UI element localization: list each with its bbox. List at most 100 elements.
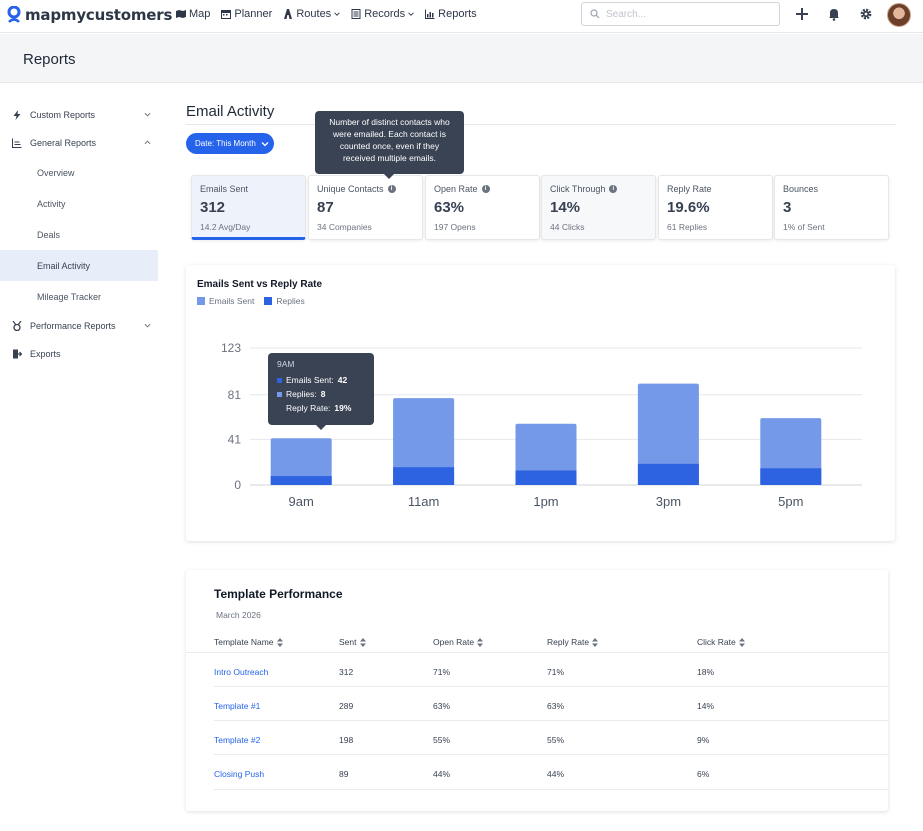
bar-replies[interactable] <box>393 467 455 485</box>
top-navigation-bar: mapmycustomers Map Planner Routes Record… <box>0 0 923 33</box>
sidebar-item-deals[interactable]: Deals <box>37 229 61 240</box>
date-filter-button[interactable]: Date: This Month <box>186 133 274 154</box>
stat-label: Emails Sent <box>200 184 249 194</box>
brand-logo[interactable]: mapmycustomers <box>7 6 172 24</box>
gear-icon[interactable] <box>859 7 873 21</box>
info-icon[interactable]: i <box>609 185 618 193</box>
chevron-down-icon <box>408 12 414 16</box>
legend-item-replies[interactable]: Replies <box>264 296 305 306</box>
bar-emails-sent[interactable] <box>637 383 699 485</box>
sidebar-item-general-reports[interactable]: General Reports <box>0 129 158 157</box>
legend-item-emails-sent[interactable]: Emails Sent <box>197 296 254 306</box>
stat-card-emails-sent[interactable]: Emails Sent 312 14.2 Avg/Day <box>191 175 306 240</box>
x-tick-label: 5pm <box>778 494 803 509</box>
logo-pin-icon <box>7 6 21 23</box>
sort-icon <box>477 637 484 647</box>
bar-emails-sent[interactable] <box>393 398 455 485</box>
nav-routes[interactable]: Routes <box>283 8 340 20</box>
template-name-link[interactable]: Intro Outreach <box>214 667 269 677</box>
cell-open-rate: 63% <box>433 701 451 711</box>
stat-card-click-through[interactable]: Click Through i 14% 44 Clicks <box>541 175 656 240</box>
chart-title: Emails Sent vs Reply Rate <box>197 279 323 290</box>
sidebar-item-exports[interactable]: Exports <box>0 340 158 368</box>
info-icon[interactable]: i <box>387 185 396 193</box>
info-icon[interactable]: i <box>481 185 490 193</box>
tooltip-value: 8 <box>320 389 326 399</box>
stat-card-unique-contacts[interactable]: Unique Contacts i 87 34 Companies <box>308 175 423 240</box>
sort-icon <box>592 637 599 647</box>
bell-icon[interactable] <box>827 7 841 21</box>
nav-planner-label: Planner <box>234 8 273 20</box>
sidebar-item-custom-reports[interactable]: Custom Reports <box>0 101 158 129</box>
bar-replies[interactable] <box>270 476 332 485</box>
report-title: Email Activity <box>186 103 275 120</box>
page-title: Reports <box>23 51 76 68</box>
stat-card-open-rate[interactable]: Open Rate i 63% 197 Opens <box>425 175 540 240</box>
cell-click-rate: 6% <box>697 769 710 779</box>
chart-legend: Emails Sent Replies <box>197 296 305 306</box>
template-name-link[interactable]: Template #2 <box>214 735 261 745</box>
nav-reports[interactable]: Reports <box>425 8 477 20</box>
sort-icon <box>738 637 745 647</box>
table-title: Template Performance <box>214 587 343 601</box>
x-tick-label: 1pm <box>533 494 558 509</box>
search-input[interactable] <box>606 8 766 20</box>
calendar-icon <box>221 10 232 19</box>
sidebar-item-email-activity[interactable]: Email Activity <box>0 250 158 281</box>
bar-emails-sent[interactable] <box>270 438 332 485</box>
column-header-click-rate[interactable]: Click Rate <box>697 637 745 647</box>
table-row[interactable]: Template #1 289 63% 63% 14% <box>214 686 888 720</box>
legend-swatch <box>264 297 273 305</box>
tooltip-line: Number of distinct contacts who <box>329 117 450 127</box>
template-name-link[interactable]: Closing Push <box>214 769 265 779</box>
table-row[interactable]: Template #2 198 55% 55% 9% <box>214 720 888 754</box>
cell-sent: 198 <box>339 735 354 745</box>
bar-replies[interactable] <box>637 463 699 485</box>
search-icon <box>590 9 600 19</box>
cell-open-rate: 71% <box>433 667 451 677</box>
bar-replies[interactable] <box>515 470 577 485</box>
column-label: Reply Rate <box>547 637 590 647</box>
nav-routes-label: Routes <box>296 8 332 20</box>
stat-sub: 44 Clicks <box>550 222 585 232</box>
y-tick-label: 81 <box>228 388 242 402</box>
column-header-open-rate[interactable]: Open Rate <box>433 637 484 647</box>
stat-value: 19.6% <box>667 199 710 216</box>
bar-emails-sent[interactable] <box>515 423 577 485</box>
x-tick-label: 3pm <box>656 494 681 509</box>
search-box[interactable] <box>581 2 780 26</box>
table-row[interactable]: Closing Push 89 44% 44% 6% <box>214 754 888 788</box>
stat-sub: 14.2 Avg/Day <box>200 222 251 232</box>
cell-click-rate: 14% <box>697 701 715 711</box>
nav-records-label: Records <box>364 8 406 20</box>
chevron-up-icon <box>144 140 151 145</box>
stat-card-reply-rate[interactable]: Reply Rate 19.6% 61 Replies <box>658 175 773 240</box>
user-avatar[interactable] <box>887 3 911 27</box>
sidebar-item-activity[interactable]: Activity <box>37 198 66 209</box>
nav-planner[interactable]: Planner <box>221 8 272 20</box>
table-row[interactable]: Intro Outreach 312 71% 71% 18% <box>186 652 888 686</box>
stat-label: Open Rate <box>434 184 478 194</box>
add-icon[interactable] <box>795 7 809 21</box>
records-icon <box>351 9 361 19</box>
nav-map[interactable]: Map <box>176 8 210 20</box>
column-header-template-name[interactable]: Template Name <box>214 637 283 647</box>
bar-replies[interactable] <box>760 468 822 485</box>
nav-records[interactable]: Records <box>351 8 414 20</box>
bar-emails-sent[interactable] <box>760 418 822 485</box>
sidebar-item-overview[interactable]: Overview <box>37 167 75 178</box>
stat-label: Click Through <box>550 184 606 194</box>
column-header-reply-rate[interactable]: Reply Rate <box>547 637 599 647</box>
sidebar: Custom Reports General Reports Overview … <box>0 101 158 368</box>
sidebar-item-mileage-tracker[interactable]: Mileage Tracker <box>37 291 102 302</box>
template-name-link[interactable]: Template #1 <box>214 701 261 711</box>
date-filter-label: Date: This Month <box>195 139 256 148</box>
export-icon <box>13 349 22 359</box>
sidebar-item-label: Performance Reports <box>30 321 116 331</box>
sidebar-item-performance-reports[interactable]: Performance Reports <box>0 312 158 340</box>
cell-sent: 89 <box>339 769 349 779</box>
sort-icon <box>276 637 283 647</box>
bolt-icon <box>13 110 21 120</box>
stat-card-bounces[interactable]: Bounces 3 1% of Sent <box>774 175 889 240</box>
column-header-sent[interactable]: Sent <box>339 637 366 647</box>
